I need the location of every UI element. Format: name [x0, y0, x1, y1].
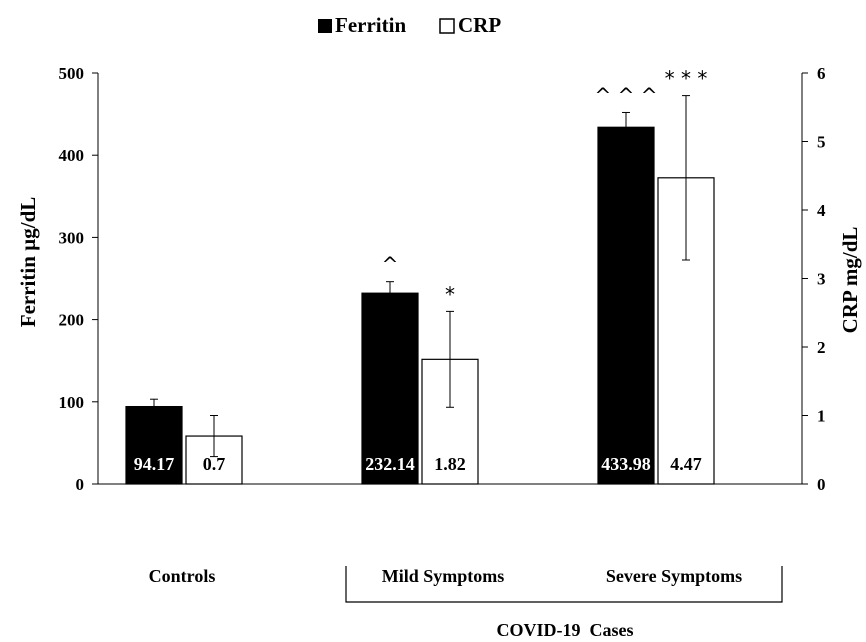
left-axis-label: Ferritin µg/dL [16, 197, 40, 328]
right-tick-label: 0 [817, 475, 826, 494]
right-tick-label: 6 [817, 64, 826, 83]
right-axis-ticks: 0 1 2 3 4 5 6 [802, 64, 826, 494]
ferritin-bar [125, 405, 183, 485]
bar-value-label: 94.17 [134, 454, 175, 474]
ferritin-bar [361, 292, 419, 485]
significance-annotation: ^ ^ ^ [595, 83, 658, 107]
right-tick-label: 4 [817, 201, 826, 220]
legend-label-crp: CRP [458, 13, 501, 37]
right-tick-label: 2 [817, 338, 826, 357]
bars: 94.17 232.14 ^ 433.98 ^ ^ ^ 0.7 1.82 * 4.47 * * * [125, 67, 715, 485]
left-tick-label: 100 [59, 393, 85, 412]
ferritin-bar [597, 126, 655, 485]
legend-label-ferritin: Ferritin [335, 13, 406, 37]
legend-swatch-crp [439, 18, 455, 34]
significance-annotation: * [445, 282, 455, 306]
left-tick-label: 200 [59, 311, 85, 330]
right-tick-label: 3 [817, 270, 826, 289]
significance-annotation: * * * [665, 67, 708, 91]
significance-annotation: ^ [382, 253, 399, 277]
category-label-mild: Mild Symptoms [382, 566, 505, 586]
bar-value-label: 433.98 [601, 454, 651, 474]
left-axis-ticks: 0 100 200 300 400 500 [59, 64, 98, 494]
right-tick-label: 1 [817, 407, 826, 426]
group-label: COVID-19 Cases [497, 620, 634, 640]
group-bracket [345, 566, 783, 603]
left-tick-label: 0 [76, 475, 85, 494]
right-tick-label: 5 [817, 133, 826, 152]
left-tick-label: 300 [59, 228, 85, 247]
bar-value-label: 0.7 [203, 454, 226, 474]
bar-value-label: 1.82 [434, 454, 466, 474]
legend-swatch-ferritin [318, 19, 332, 33]
left-tick-label: 400 [59, 146, 85, 165]
category-label-controls: Controls [149, 566, 216, 586]
legend: Ferritin CRP [318, 13, 501, 37]
category-label-severe: Severe Symptoms [606, 566, 742, 586]
bar-value-label: 232.14 [365, 454, 415, 474]
bar-value-label: 4.47 [670, 454, 702, 474]
right-axis-label: CRP mg/dL [838, 227, 862, 334]
left-tick-label: 500 [59, 64, 85, 83]
